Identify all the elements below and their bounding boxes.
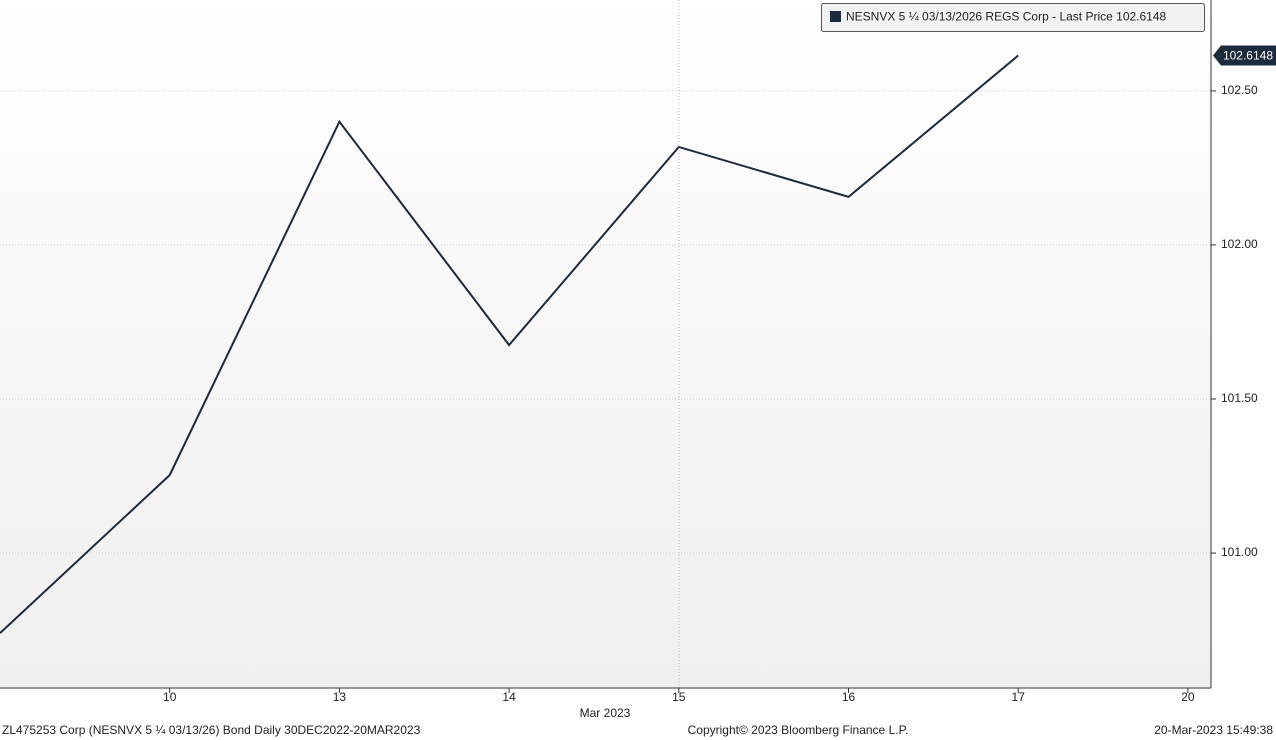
x-tick-label: 17 — [1012, 690, 1026, 704]
legend-label: NESNVX 5 ¼ 03/13/2026 REGS Corp - Last P… — [846, 10, 1167, 24]
y-tick-label: 102.50 — [1221, 83, 1258, 97]
last-price-label: 102.6148 — [1223, 49, 1273, 63]
x-tick-label: 14 — [502, 690, 516, 704]
footer-right: 20-Mar-2023 15:49:38 — [1154, 723, 1273, 737]
x-axis-label: Mar 2023 — [580, 706, 631, 720]
legend-last-value: 102.6148 — [1116, 10, 1166, 24]
x-tick-label: 15 — [672, 690, 686, 704]
x-tick-label: 10 — [163, 690, 177, 704]
x-tick-label: 16 — [842, 690, 856, 704]
legend-box — [821, 3, 1205, 32]
footer-left: ZL475253 Corp (NESNVX 5 ¼ 03/13/26) Bond… — [2, 723, 421, 737]
x-tick-label: 13 — [333, 690, 347, 704]
legend-series-name: NESNVX 5 ¼ 03/13/2026 REGS Corp - Last P… — [846, 10, 1113, 24]
plot-area — [0, 0, 1211, 688]
y-tick-label: 102.00 — [1221, 237, 1258, 251]
y-tick-label: 101.00 — [1221, 545, 1258, 559]
footer-center: Copyright© 2023 Bloomberg Finance L.P. — [688, 723, 909, 737]
last-price-tag — [1213, 45, 1276, 66]
line-series — [0, 54, 1019, 634]
x-tick-label: 20 — [1181, 690, 1195, 704]
legend: NESNVX 5 ¼ 03/13/2026 REGS Corp - Last P… — [821, 3, 1205, 32]
legend-swatch — [830, 11, 841, 22]
y-tick-label: 101.50 — [1221, 391, 1258, 405]
